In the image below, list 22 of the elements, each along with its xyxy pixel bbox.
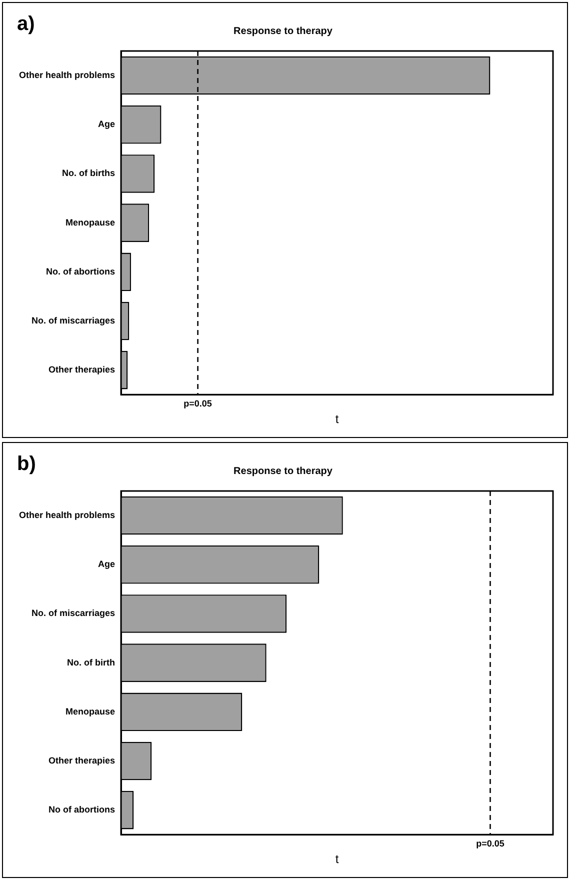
y-tick-label: No of abortions [48,804,116,815]
y-tick-label: Other health problems [18,70,116,80]
y-tick-label: Other health problems [18,510,116,520]
chart-title: Response to therapy [234,26,333,37]
text: a) [17,13,35,36]
y-tick-label: Menopause [66,706,116,716]
y-tick-label: Menopause [66,217,116,228]
x-axis-title: t [335,852,340,866]
text: p=0.05 [476,838,504,849]
y-tick-label: No. of miscarriages [31,608,116,618]
text: p=0.05 [184,398,212,409]
y-tick-label: No. of miscarriages [31,315,116,326]
y-tick-label: Other therapies [48,364,116,375]
x-axis-title: t [335,412,340,426]
chart-title: Response to therapy [234,466,333,477]
y-tick-label: No. of births [62,168,116,178]
y-tick-label: No. of birth [67,657,116,668]
y-tick-label: Other therapies [48,755,116,766]
y-tick-label: Age [98,119,116,130]
text: b) [17,453,36,476]
y-tick-label: No. of abortions [46,266,116,276]
y-tick-label: Age [98,559,116,570]
